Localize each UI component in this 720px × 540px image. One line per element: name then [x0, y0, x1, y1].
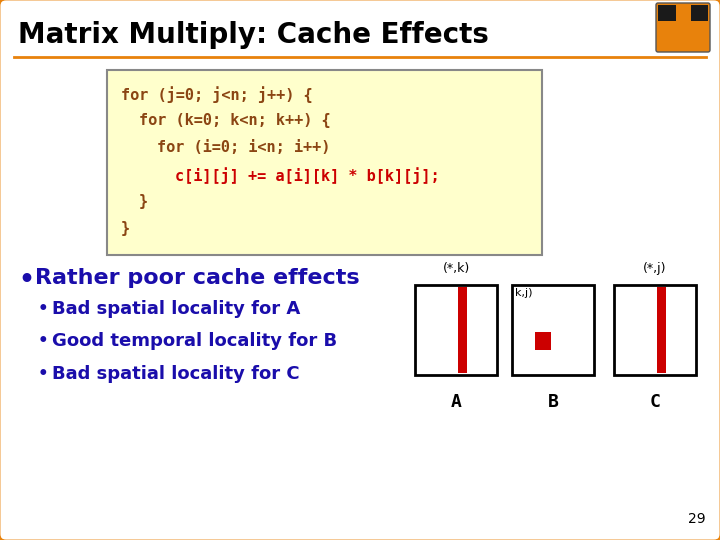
Bar — [614, 285, 696, 375]
Text: (*,k): (*,k) — [442, 262, 469, 275]
Text: 29: 29 — [688, 512, 706, 526]
Bar — [675, 5, 690, 21]
Text: Bad spatial locality for C: Bad spatial locality for C — [52, 365, 300, 383]
Text: •: • — [38, 300, 49, 318]
Text: (*,j): (*,j) — [643, 262, 667, 275]
Text: }: } — [121, 221, 130, 236]
Text: B: B — [548, 393, 559, 411]
Text: c[i][j] += a[i][k] * b[k][j];: c[i][j] += a[i][k] * b[k][j]; — [175, 167, 440, 184]
Text: Good temporal locality for B: Good temporal locality for B — [52, 332, 337, 350]
Bar — [658, 5, 708, 21]
Text: k,j): k,j) — [515, 288, 533, 298]
Text: •: • — [18, 268, 34, 292]
Text: }: } — [139, 194, 148, 209]
Text: for (k=0; k<n; k++) {: for (k=0; k<n; k++) { — [139, 113, 330, 128]
FancyBboxPatch shape — [656, 3, 710, 52]
Text: Matrix Multiply: Cache Effects: Matrix Multiply: Cache Effects — [18, 21, 489, 49]
Bar — [415, 285, 497, 375]
Text: Bad spatial locality for A: Bad spatial locality for A — [52, 300, 300, 318]
Bar — [657, 287, 667, 373]
Text: •: • — [38, 332, 49, 350]
Bar — [512, 285, 594, 375]
Text: C: C — [649, 393, 660, 411]
Bar — [458, 287, 467, 373]
Text: for (i=0; i<n; i++): for (i=0; i<n; i++) — [157, 140, 330, 155]
Text: for (j=0; j<n; j++) {: for (j=0; j<n; j++) { — [121, 86, 312, 103]
Text: Rather poor cache effects: Rather poor cache effects — [35, 268, 359, 288]
Bar — [107, 70, 542, 255]
Bar — [535, 332, 552, 350]
Text: •: • — [38, 365, 49, 383]
Text: A: A — [451, 393, 462, 411]
